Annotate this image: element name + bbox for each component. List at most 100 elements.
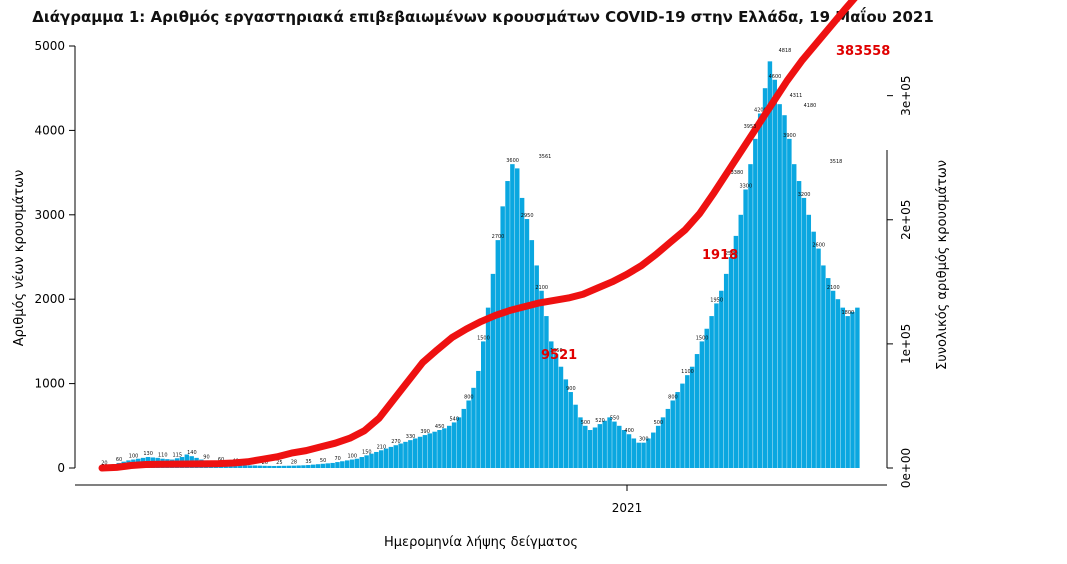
bar (446, 425, 452, 468)
cumulative-line (98, 0, 858, 472)
bar (451, 422, 457, 468)
bar-value-label: 4600 (769, 74, 782, 80)
peak-value-label: 4311 (790, 93, 803, 99)
bar (694, 354, 700, 468)
bar-value-label: 2600 (812, 243, 825, 249)
x-ticks-group: 2021 (612, 485, 642, 515)
peak-value-label: 4180 (804, 103, 817, 109)
bar (466, 400, 471, 468)
bar (364, 455, 369, 468)
bar (252, 465, 258, 468)
bar (432, 431, 437, 468)
bar (670, 400, 675, 468)
bar-value-label: 540 (450, 416, 460, 422)
bar (791, 164, 797, 468)
bar (767, 61, 773, 469)
bar (850, 311, 855, 468)
bar (442, 428, 447, 468)
bar (378, 450, 384, 468)
bar (806, 214, 812, 468)
bar (602, 420, 607, 468)
bar (247, 465, 253, 468)
bar-value-label: 60 (116, 457, 122, 463)
bar (335, 462, 340, 468)
bar (276, 465, 282, 468)
y-tick-label: 4000 (34, 123, 65, 137)
bar (597, 424, 603, 468)
bar (320, 463, 326, 468)
bar (699, 341, 705, 468)
bar (733, 235, 739, 468)
bar-value-label: 2500 (725, 251, 738, 257)
bar (412, 438, 418, 468)
peak-value-label: 4818 (779, 48, 792, 54)
bar-value-label: 115 (173, 452, 183, 458)
bar (728, 257, 734, 468)
bar (607, 417, 612, 468)
y-ticks-group: 0 1000 2000 3000 4000 5000 (34, 39, 75, 475)
bar-value-label: 1500 (696, 335, 709, 341)
bar-value-label: 900 (566, 386, 576, 392)
bar-value-label: 90 (203, 454, 209, 460)
bar (719, 290, 724, 468)
bar (534, 265, 539, 468)
bar-value-label: 800 (464, 394, 474, 400)
bar (573, 404, 578, 468)
bar (262, 465, 267, 468)
bar (748, 164, 753, 468)
bar-value-label: 110 (158, 453, 168, 459)
bar-value-label: 20 (101, 460, 107, 466)
bar (417, 436, 423, 468)
bar-value-label: 1950 (710, 297, 723, 303)
y2-axis-title: Συνολικός αριθμός κρουσμάτων (935, 160, 950, 370)
bar-value-label: 28 (291, 460, 297, 466)
bar-value-label: 550 (610, 416, 620, 422)
bar (825, 278, 831, 468)
bar (539, 290, 544, 468)
bar-value-label: 25 (276, 460, 282, 466)
bar (393, 445, 399, 468)
bar (495, 240, 501, 468)
bar (651, 432, 656, 468)
bar-value-label: 270 (391, 439, 401, 445)
peak-value-label: 3953 (744, 124, 757, 130)
bar (796, 181, 802, 469)
bar (685, 375, 690, 468)
bar (306, 465, 311, 468)
bar (374, 451, 379, 468)
bar (830, 290, 836, 468)
bar-value-label: 26 (262, 460, 268, 466)
bar (267, 465, 272, 468)
bar-value-label: 1500 (477, 335, 490, 341)
bar (519, 197, 525, 469)
bar (544, 316, 549, 468)
bar-value-label: 400 (624, 428, 634, 434)
peak-value-label: 3518 (830, 159, 843, 165)
bar (490, 273, 496, 468)
bar (709, 316, 714, 468)
bar-value-label: 2950 (521, 213, 534, 219)
bar (835, 299, 841, 468)
bar (563, 379, 569, 468)
bar (801, 197, 807, 469)
peak-value-label: 3561 (539, 154, 552, 160)
bar (636, 442, 641, 468)
chart-title: Διάγραμμα 1: Αριθμός εργαστηριακά επιβεβ… (32, 8, 934, 26)
bar (398, 443, 403, 468)
bar-value-label: 3200 (798, 192, 811, 198)
bar (427, 433, 433, 468)
bar-value-label: 2700 (492, 234, 505, 240)
bar (481, 341, 486, 468)
bar (281, 465, 287, 468)
bar (568, 392, 573, 468)
bar (757, 113, 763, 469)
bar (772, 79, 778, 468)
y2-tick-label: 1e+05 (899, 324, 913, 364)
bar (471, 387, 476, 468)
bar (631, 438, 637, 468)
y-tick-label: 5000 (34, 39, 65, 53)
bar-value-label: 1800 (841, 310, 854, 316)
bar (286, 465, 292, 468)
